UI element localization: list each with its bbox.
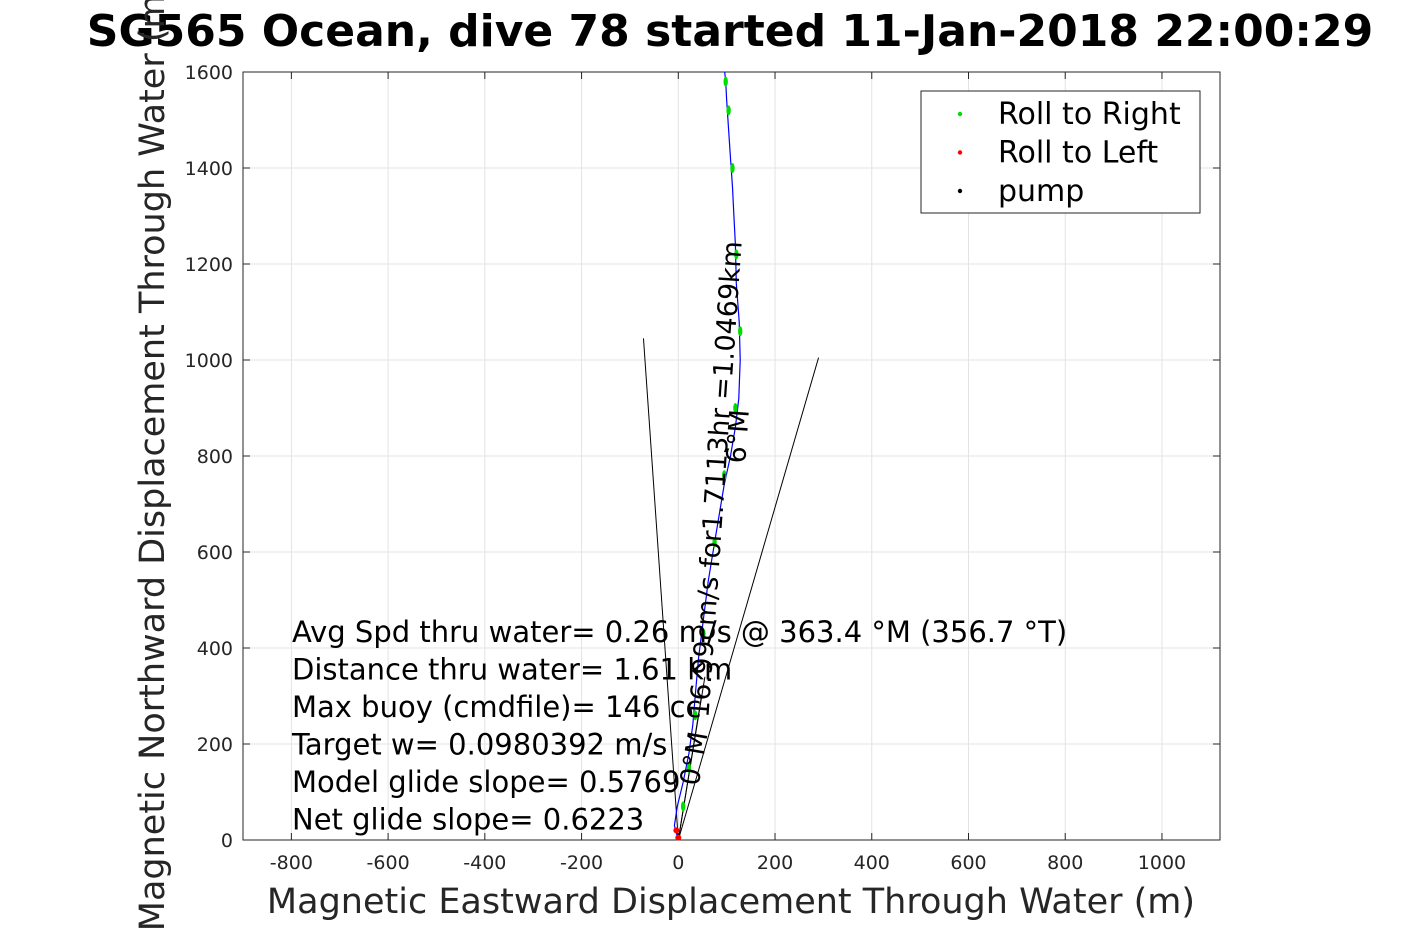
x-tick-label: 400 — [854, 852, 890, 874]
y-tick-label: 1600 — [185, 62, 233, 84]
x-tick-label: -800 — [270, 852, 313, 874]
y-tick-label: 1400 — [185, 158, 233, 180]
legend-label: Roll to Left — [998, 136, 1158, 171]
ticks: -800 -600 -400 -200 0 200 400 600 800 1000 0 200 400… — [185, 62, 1220, 874]
legend-box — [920, 90, 1201, 214]
roll-left-point — [673, 827, 680, 834]
x-tick-label: 800 — [1047, 852, 1083, 874]
roll-right-point — [693, 710, 698, 721]
plot-marks — [642, 71, 820, 841]
roll-right-point — [723, 76, 728, 87]
y-tick-label: 600 — [197, 542, 233, 564]
roll-right-point — [722, 470, 727, 481]
x-tick-label: 200 — [757, 852, 793, 874]
annotation-line: Max buoy (cmdfile)= 146 cc — [292, 690, 701, 724]
x-axis-label: Magnetic Eastward Displacement Through W… — [267, 882, 1195, 922]
y-tick-label: 200 — [197, 734, 233, 756]
roll-right-point — [730, 163, 735, 173]
y-axis-label: Magnetic Northward Displacement Through … — [133, 0, 173, 931]
y-tick-label: 1000 — [185, 350, 233, 372]
roll-right-point — [738, 326, 743, 337]
y-tick-label: 0 — [221, 830, 233, 852]
y-tick-label: 1200 — [185, 254, 233, 276]
x-tick-label: 0 — [672, 852, 684, 874]
heading-label-6m: 6°M — [721, 408, 756, 464]
x-tick-label: 600 — [950, 852, 986, 874]
legend-label: Roll to Right — [998, 97, 1181, 132]
roll-right-point — [733, 403, 738, 413]
legend-marker — [957, 111, 963, 117]
annotation-line: Distance thru water= 1.61 km — [292, 653, 732, 687]
roll-right-point — [712, 537, 717, 548]
annotation-line: Model glide slope= 0.5769 — [292, 765, 680, 799]
roll-right-point — [734, 249, 739, 260]
x-tick-label: -400 — [463, 852, 506, 874]
x-tick-label: -200 — [560, 852, 603, 874]
roll-right-point — [680, 801, 686, 812]
y-tick-label: 400 — [197, 638, 233, 660]
roll-right-point — [726, 105, 731, 116]
x-tick-label: 1000 — [1138, 852, 1186, 874]
annotation-line: Net glide slope= 0.6223 — [292, 803, 644, 837]
roll-left-point — [675, 834, 682, 841]
roll-right-point — [686, 763, 692, 773]
annotation-line: Target w= 0.0980392 m/s — [291, 728, 667, 762]
x-tick-label: -600 — [367, 852, 410, 874]
plot-area-border — [242, 71, 1221, 841]
annotation-line: Avg Spd thru water= 0.26 m/s @ 363.4 °M … — [292, 615, 1067, 649]
legend-marker — [957, 150, 963, 155]
chart-title: SG565 Ocean, dive 78 started 11-Jan-2018… — [87, 6, 1373, 57]
roll-right-point — [701, 628, 706, 639]
legend-marker — [957, 188, 963, 194]
y-tick-label: 800 — [197, 446, 233, 468]
legend-label: pump — [998, 174, 1084, 209]
heading-line — [677, 357, 820, 841]
annotation-block: Avg Spd thru water= 0.26 m/s @ 363.4 °M … — [291, 240, 1067, 836]
heading-line — [642, 338, 679, 841]
